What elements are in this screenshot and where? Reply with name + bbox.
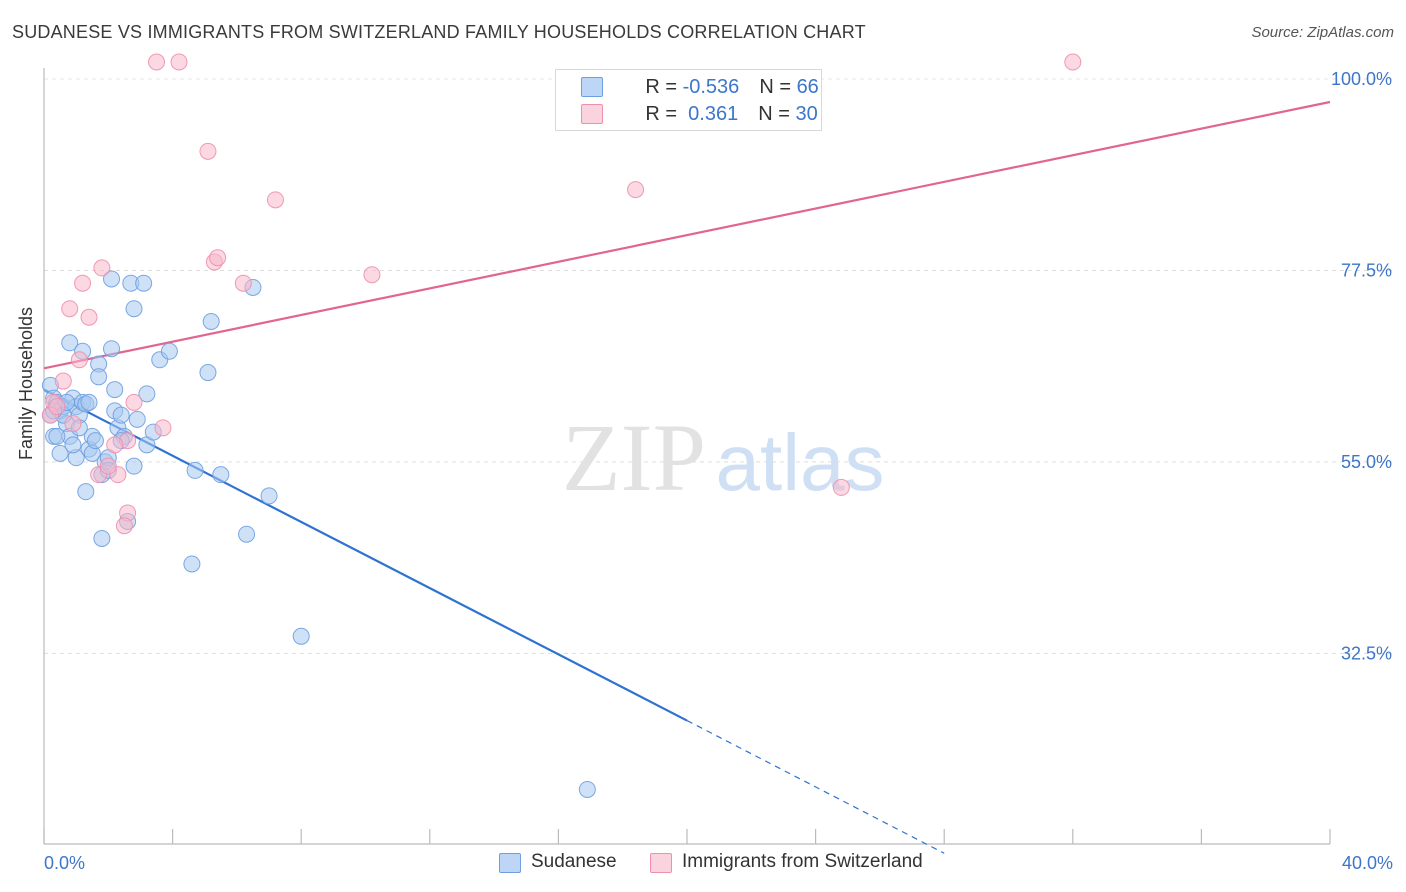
legend-swatch-switzerland: [581, 104, 603, 124]
legend-n-value: 30: [795, 102, 818, 125]
legend-swatch-sudanese: [581, 77, 603, 97]
switzerland-point: [74, 274, 92, 292]
switzerland-point: [209, 249, 227, 267]
switzerland-point: [627, 181, 645, 199]
sudanese-point: [64, 436, 82, 454]
switzerland-point: [234, 274, 252, 292]
legend-label-switzerland: Immigrants from Switzerland: [682, 851, 923, 872]
sudanese-point: [212, 466, 230, 484]
legend-stats-sudanese: R = -0.536 N = 66: [612, 53, 819, 122]
switzerland-point: [70, 351, 88, 369]
y-tick-label: 55.0%: [1341, 452, 1392, 472]
sudanese-point: [128, 410, 146, 428]
switzerland-point: [1064, 53, 1082, 71]
sudanese-point: [183, 555, 201, 573]
legend-swatch-switzerland: [650, 853, 672, 873]
sudanese-point: [125, 300, 143, 318]
switzerland-point: [170, 53, 188, 71]
x-tick-label: 0.0%: [44, 853, 85, 873]
sudanese-trend-extension: [686, 720, 945, 854]
switzerland-point: [154, 419, 172, 437]
source-credit: Source: ZipAtlas.com: [1251, 24, 1394, 41]
legend-n-label: N =: [758, 102, 796, 125]
switzerland-point: [106, 436, 124, 454]
grid-lines: [44, 78, 1392, 654]
y-tick-label: 32.5%: [1341, 643, 1392, 663]
tick-labels: 32.5% 55.0% 77.5% 100.0% 0.0% 40.0%: [44, 69, 1393, 873]
legend-n-value: 66: [796, 75, 819, 98]
sudanese-point: [138, 385, 156, 403]
sudanese-point: [80, 393, 98, 411]
sudanese-point: [93, 529, 111, 547]
sudanese-point: [199, 364, 217, 382]
sudanese-point: [106, 381, 124, 399]
sudanese-point: [186, 461, 204, 479]
legend-r-label: R =: [645, 102, 683, 125]
sudanese-point: [48, 427, 66, 445]
sudanese-point: [86, 432, 104, 450]
watermark-zip: ZIP: [562, 404, 706, 511]
switzerland-point: [80, 308, 98, 326]
sudanese-point: [77, 483, 95, 501]
axes: [43, 68, 1331, 845]
legend-swatch-sudanese: [499, 853, 521, 873]
switzerland-point: [93, 259, 111, 277]
sudanese-point: [51, 444, 69, 462]
switzerland-point: [199, 142, 217, 160]
data-points: [41, 53, 1082, 798]
switzerland-point: [48, 398, 66, 416]
sudanese-point: [112, 406, 130, 424]
legend-r-label: R =: [645, 75, 683, 98]
watermark: ZIP atlas: [562, 404, 884, 511]
sudanese-point: [90, 368, 108, 386]
watermark-atlas: atlas: [716, 418, 885, 507]
sudanese-point: [61, 334, 79, 352]
sudanese-point: [578, 780, 596, 798]
sudanese-point: [238, 525, 256, 543]
switzerland-point: [125, 393, 143, 411]
x-tick-label: 40.0%: [1342, 853, 1393, 873]
sudanese-point: [103, 340, 121, 358]
switzerland-point: [363, 266, 381, 284]
switzerland-point: [61, 300, 79, 318]
switzerland-point: [266, 191, 284, 209]
switzerland-point: [832, 478, 850, 496]
switzerland-point: [99, 457, 117, 475]
sudanese-point: [135, 274, 153, 292]
legend-label-sudanese: Sudanese: [531, 851, 617, 872]
switzerland-trend-line: [43, 100, 1331, 370]
switzerland-point: [148, 53, 166, 71]
y-tick-label: 100.0%: [1331, 69, 1392, 89]
sudanese-point: [125, 457, 143, 475]
legend-stats-switzerland: R = 0.361 N = 30: [612, 80, 818, 149]
legend-r-value: 0.361: [682, 102, 739, 125]
bottom-legend-sudanese: Sudanese: [499, 851, 639, 877]
y-axis-label: Family Households: [16, 306, 36, 460]
chart-title: SUDANESE VS IMMIGRANTS FROM SWITZERLAND …: [12, 22, 866, 42]
switzerland-point: [64, 415, 82, 433]
y-tick-label: 77.5%: [1341, 260, 1392, 280]
sudanese-point: [202, 313, 220, 331]
sudanese-point: [160, 342, 178, 360]
sudanese-point: [292, 627, 310, 645]
bottom-legend-switzerland: Immigrants from Switzerland: [650, 851, 950, 877]
sudanese-point: [103, 270, 121, 288]
legend-n-label: N =: [759, 75, 797, 98]
switzerland-point: [115, 517, 133, 535]
legend-r-value: -0.536: [682, 75, 740, 98]
sudanese-point: [260, 487, 278, 505]
correlation-legend: R = -0.536 N = 66 R = 0.361 N = 30: [555, 69, 822, 131]
switzerland-point: [54, 372, 72, 390]
